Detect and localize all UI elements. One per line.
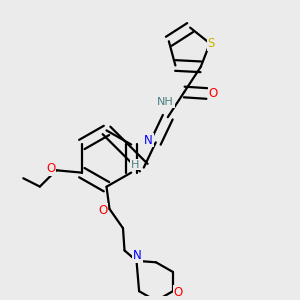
Text: NH: NH — [157, 97, 174, 106]
Text: S: S — [208, 37, 215, 50]
Text: O: O — [46, 162, 56, 175]
Text: O: O — [209, 87, 218, 100]
Text: N: N — [133, 249, 142, 262]
Text: N: N — [144, 134, 153, 146]
Text: O: O — [98, 204, 107, 217]
Text: H: H — [130, 160, 139, 170]
Text: O: O — [174, 286, 183, 299]
